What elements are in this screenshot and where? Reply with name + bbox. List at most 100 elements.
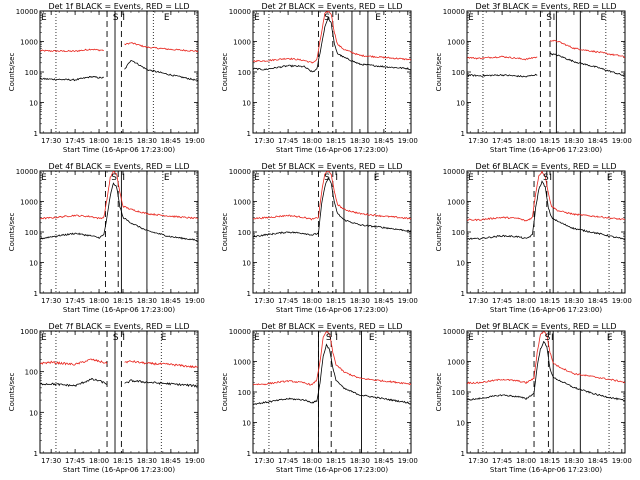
panel-title: Det 9f BLACK = Events, RED = LLD: [475, 322, 616, 331]
x-axis-label: Start Time (16-Apr-06 17:23:00): [276, 466, 388, 474]
x-tick-label: 19:00: [612, 457, 632, 465]
y-tick-label: 10: [29, 100, 38, 108]
series-events-line: [253, 343, 411, 405]
y-tick-label: 10: [29, 409, 38, 417]
interval-marker-label: I: [553, 13, 556, 23]
x-tick-label: 18:15: [540, 137, 560, 145]
y-tick-label: 100: [452, 69, 465, 77]
x-tick-label: 17:45: [492, 137, 512, 145]
y-axis-label: Counts/sec: [221, 53, 229, 92]
y-tick-label: 10: [456, 100, 465, 108]
y-tick-label: 10000: [443, 168, 465, 176]
panel-2: Det 2f BLACK = Events, RED = LLD 1 10 100 10…: [221, 2, 418, 154]
series-lld-line: [40, 358, 198, 369]
interval-marker-label: E: [254, 13, 260, 23]
x-axis-label: Start Time (16-Apr-06 17:23:00): [63, 466, 175, 474]
interval-marker-label: I: [122, 333, 125, 343]
interval-marker-label: I: [122, 13, 125, 23]
y-tick-label: 1: [247, 290, 251, 298]
x-axis-label: Start Time (16-Apr-06 17:23:00): [276, 306, 388, 314]
y-tick-label: 1000: [447, 359, 465, 367]
y-tick-label: 1000: [20, 199, 38, 207]
y-tick-label: 1: [34, 130, 38, 138]
y-tick-label: 1000: [233, 39, 251, 47]
panel-4: Det 4f BLACK = Events, RED = LLD 1 10 100 10…: [8, 162, 205, 314]
y-tick-label: 100: [452, 389, 465, 397]
panel-title: Det 4f BLACK = Events, RED = LLD: [48, 162, 189, 171]
y-tick-label: 1: [34, 290, 38, 298]
y-tick-label: 100: [238, 389, 251, 397]
y-tick-label: 1000: [447, 199, 465, 207]
x-tick-label: 18:15: [326, 137, 346, 145]
interval-marker-label: S: [543, 173, 549, 183]
series-events-line: [253, 177, 411, 238]
x-tick-label: 18:00: [89, 297, 109, 305]
interval-marker-label: S: [546, 13, 552, 23]
panel-title: Det 1f BLACK = Events, RED = LLD: [48, 2, 189, 11]
interval-marker-label: E: [468, 333, 474, 343]
y-tick-label: 10000: [229, 328, 251, 336]
x-tick-label: 18:15: [326, 457, 346, 465]
x-tick-label: 19:00: [612, 137, 632, 145]
panel-title: Det 6f BLACK = Events, RED = LLD: [475, 162, 616, 171]
y-tick-label: 1: [247, 130, 251, 138]
y-tick-label: 10000: [16, 168, 38, 176]
y-axis-label: Counts/sec: [8, 213, 16, 252]
panel-1: Det 1f BLACK = Events, RED = LLD 1 10 100 10…: [8, 2, 205, 154]
x-tick-label: 18:30: [564, 457, 584, 465]
y-axis-label: Counts/sec: [8, 53, 16, 92]
x-tick-label: 18:30: [137, 137, 157, 145]
interval-marker-label: S: [113, 13, 119, 23]
series-lld-line: [467, 39, 625, 61]
series-events-line: [253, 16, 411, 73]
x-tick-label: 18:00: [302, 137, 322, 145]
y-tick-label: 10000: [229, 168, 251, 176]
y-axis-label: Counts/sec: [435, 373, 443, 412]
x-tick-label: 19:00: [185, 457, 205, 465]
interval-marker-label: E: [254, 333, 260, 343]
x-tick-label: 17:30: [468, 457, 488, 465]
y-tick-label: 1: [461, 450, 465, 458]
interval-marker-label: I: [549, 173, 552, 183]
series-lld-line: [467, 331, 625, 385]
y-tick-label: 10: [456, 260, 465, 268]
y-tick-label: 1: [247, 450, 251, 458]
x-tick-label: 18:45: [588, 457, 608, 465]
y-tick-label: 10: [242, 260, 251, 268]
interval-marker-label: E: [254, 173, 260, 183]
y-tick-label: 1: [461, 130, 465, 138]
y-tick-label: 10: [456, 420, 465, 428]
y-axis-label: Counts/sec: [221, 373, 229, 412]
y-tick-label: 100: [25, 369, 38, 377]
series-events-line: [40, 182, 198, 242]
x-tick-label: 17:30: [468, 137, 488, 145]
x-tick-label: 19:00: [612, 297, 632, 305]
interval-marker-label: I: [551, 333, 554, 343]
x-tick-label: 17:45: [492, 457, 512, 465]
y-tick-label: 10000: [16, 8, 38, 16]
interval-marker-label: E: [164, 13, 170, 23]
interval-marker-label: I: [335, 333, 338, 343]
y-tick-label: 10: [242, 100, 251, 108]
y-tick-label: 10000: [229, 8, 251, 16]
x-axis-label: Start Time (16-Apr-06 17:23:00): [63, 306, 175, 314]
interval-marker-label: E: [41, 13, 47, 23]
interval-marker-label: S: [111, 173, 117, 183]
series-lld-line: [40, 171, 198, 220]
y-axis-label: Counts/sec: [8, 373, 16, 412]
x-tick-label: 18:30: [350, 297, 370, 305]
interval-marker-label: E: [600, 13, 606, 23]
y-tick-label: 1000: [233, 359, 251, 367]
x-tick-label: 17:45: [65, 457, 85, 465]
x-tick-label: 17:30: [254, 297, 274, 305]
x-tick-label: 17:45: [65, 297, 85, 305]
x-tick-label: 17:30: [254, 137, 274, 145]
x-axis-label: Start Time (16-Apr-06 17:23:00): [490, 306, 602, 314]
interval-marker-label: S: [326, 333, 332, 343]
x-tick-label: 17:45: [65, 137, 85, 145]
x-tick-label: 19:00: [185, 137, 205, 145]
panel-title: Det 5f BLACK = Events, RED = LLD: [261, 162, 402, 171]
y-tick-label: 1000: [447, 39, 465, 47]
x-tick-label: 19:00: [398, 297, 418, 305]
x-tick-label: 17:45: [492, 297, 512, 305]
